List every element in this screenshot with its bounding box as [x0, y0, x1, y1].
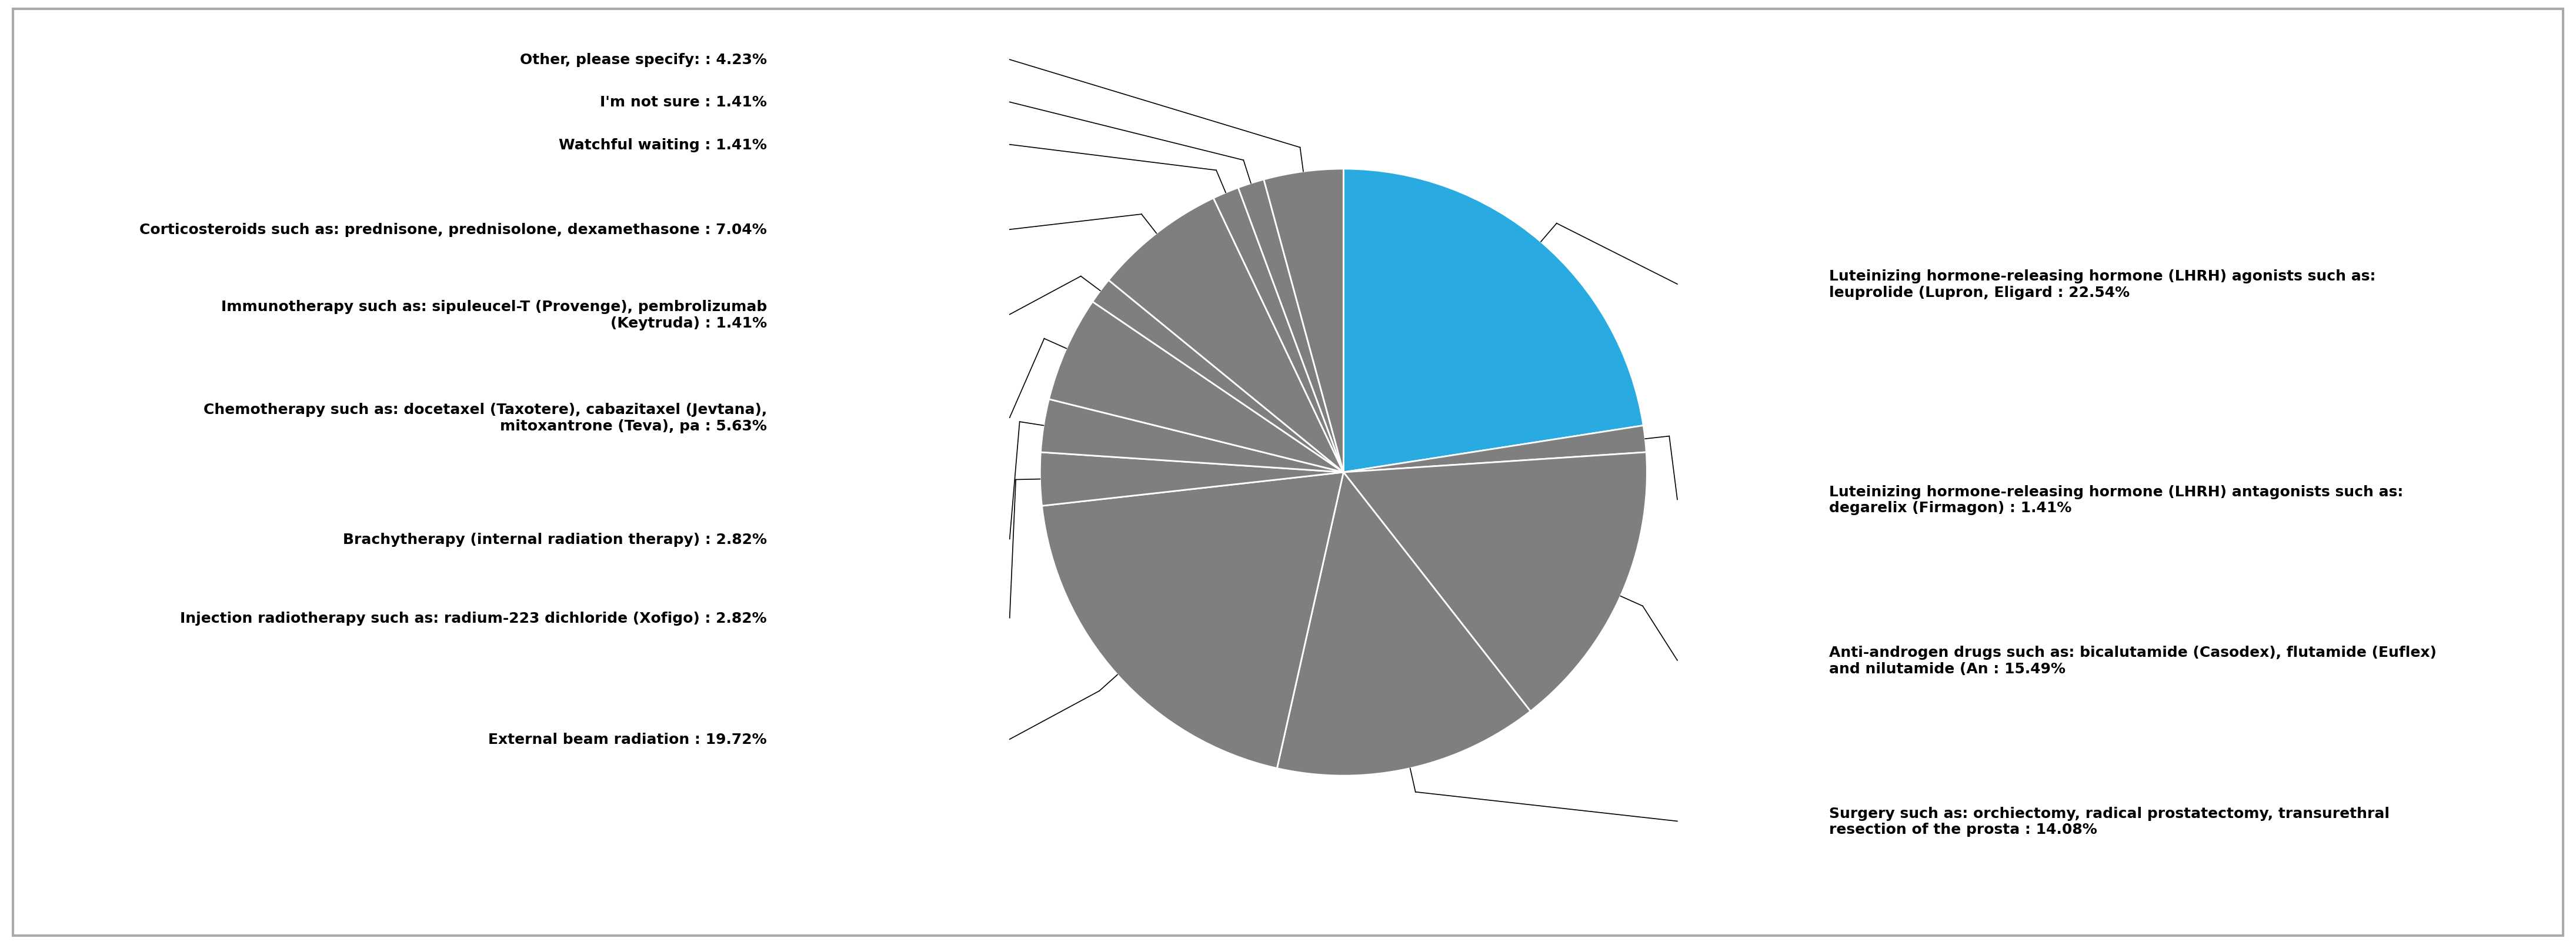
- Text: Luteinizing hormone-releasing hormone (LHRH) agonists such as:
leuprolide (Lupro: Luteinizing hormone-releasing hormone (L…: [1829, 269, 2375, 300]
- Wedge shape: [1278, 473, 1530, 776]
- Text: Watchful waiting : 1.41%: Watchful waiting : 1.41%: [559, 138, 768, 152]
- Text: I'm not sure : 1.41%: I'm not sure : 1.41%: [600, 95, 768, 110]
- Wedge shape: [1345, 453, 1646, 712]
- Wedge shape: [1213, 188, 1345, 473]
- Text: Surgery such as: orchiectomy, radical prostatectomy, transurethral
resection of : Surgery such as: orchiectomy, radical pr…: [1829, 806, 2391, 836]
- Text: Corticosteroids such as: prednisone, prednisolone, dexamethasone : 7.04%: Corticosteroids such as: prednisone, pre…: [139, 223, 768, 237]
- Wedge shape: [1345, 426, 1646, 473]
- Text: External beam radiation : 19.72%: External beam radiation : 19.72%: [489, 732, 768, 747]
- Wedge shape: [1092, 281, 1345, 473]
- Wedge shape: [1345, 169, 1643, 473]
- Text: Anti-androgen drugs such as: bicalutamide (Casodex), flutamide (Euflex)
and nilu: Anti-androgen drugs such as: bicalutamid…: [1829, 645, 2437, 676]
- Wedge shape: [1265, 169, 1345, 473]
- Wedge shape: [1041, 473, 1345, 768]
- Wedge shape: [1041, 453, 1345, 507]
- Wedge shape: [1048, 302, 1345, 473]
- Text: Other, please specify: : 4.23%: Other, please specify: : 4.23%: [520, 53, 768, 67]
- Text: Luteinizing hormone-releasing hormone (LHRH) antagonists such as:
degarelix (Fir: Luteinizing hormone-releasing hormone (L…: [1829, 485, 2403, 515]
- Text: Brachytherapy (internal radiation therapy) : 2.82%: Brachytherapy (internal radiation therap…: [343, 532, 768, 546]
- Wedge shape: [1041, 400, 1345, 473]
- Text: Chemotherapy such as: docetaxel (Taxotere), cabazitaxel (Jevtana),
mitoxantrone : Chemotherapy such as: docetaxel (Taxoter…: [204, 403, 768, 433]
- Wedge shape: [1108, 198, 1345, 473]
- Text: Immunotherapy such as: sipuleucel-T (Provenge), pembrolizumab
(Keytruda) : 1.41%: Immunotherapy such as: sipuleucel-T (Pro…: [222, 300, 768, 330]
- Wedge shape: [1239, 180, 1345, 473]
- Text: Injection radiotherapy such as: radium-223 dichloride (Xofigo) : 2.82%: Injection radiotherapy such as: radium-2…: [180, 611, 768, 625]
